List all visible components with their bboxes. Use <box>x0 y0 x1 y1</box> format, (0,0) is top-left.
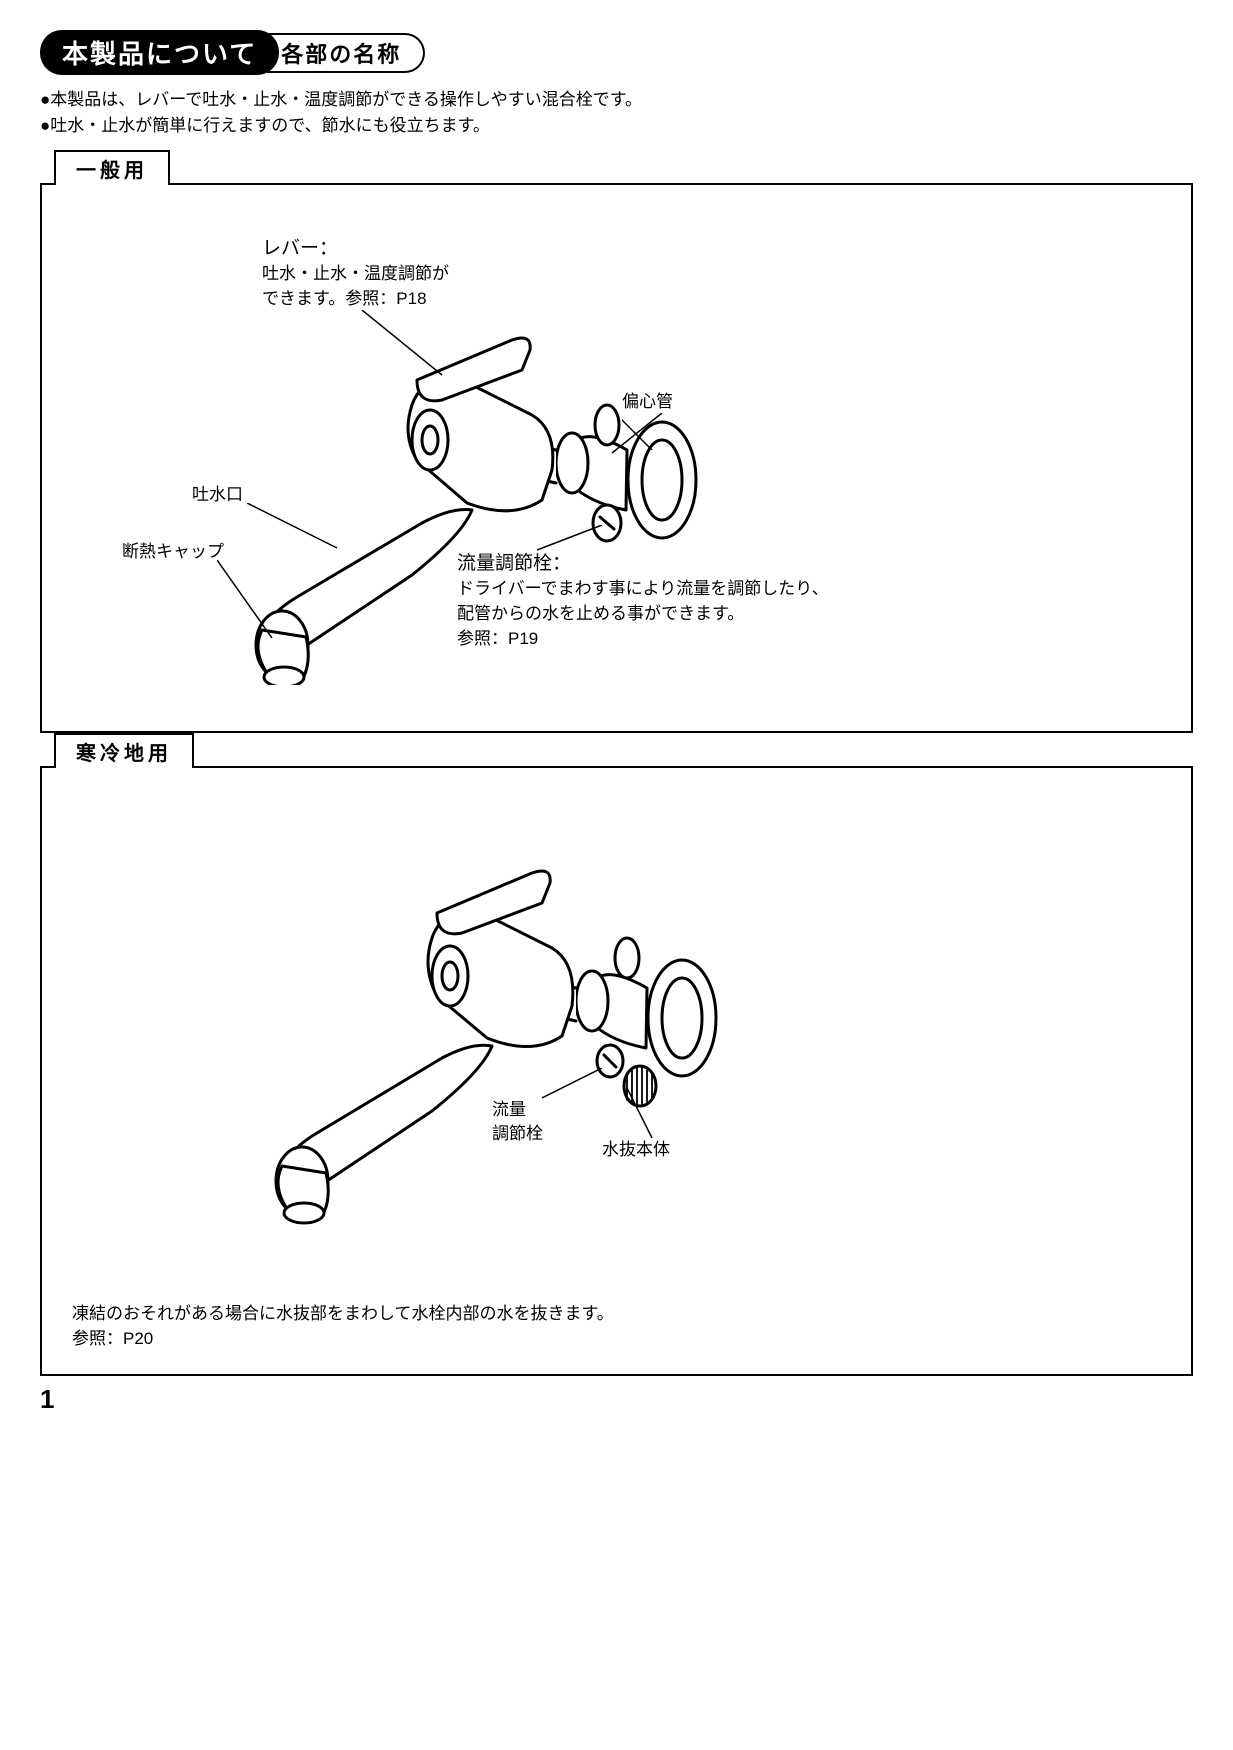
section2-footnote-l1: 凍結のおそれがある場合に水抜部をまわして水栓内部の水を抜きます。 <box>72 1302 1161 1327</box>
leader-drain-body <box>622 1088 662 1143</box>
page-number: 1 <box>40 1384 1193 1415</box>
main-title: 本製品について <box>40 30 279 75</box>
section2-box: 流量 調節栓 水抜本体 凍結のおそれがある場合に水抜部をまわして水栓内部の水を抜… <box>40 766 1193 1376</box>
label-flowvalve-desc1: ドライバーでまわす事により流量を調節したり、 <box>457 577 829 602</box>
section1-box: レバー： 吐水・止水・温度調節が できます。参照：P18 偏心管 吐水口 断熱キ… <box>40 183 1193 733</box>
section2-footnote-l2: 参照：P20 <box>72 1327 1161 1352</box>
label-flow-valve-s2: 流量 調節栓 <box>492 1098 543 1147</box>
intro-line-1: ●本製品は、レバーで吐水・止水・温度調節ができる操作しやすい混合栓です。 <box>40 87 1193 113</box>
intro-line-2: ●吐水・止水が簡単に行えますので、節水にも役立ちます。 <box>40 113 1193 139</box>
subtitle: 各部の名称 <box>267 33 425 73</box>
section2-tab: 寒冷地用 <box>54 733 194 768</box>
label-flow-valve-s2-l2: 調節栓 <box>492 1122 543 1147</box>
leader-eccentric-line <box>607 413 667 463</box>
leader-flow-valve-s2 <box>542 1068 612 1103</box>
label-lever-desc1: 吐水・止水・温度調節が <box>262 262 449 287</box>
leader-spout <box>247 503 347 563</box>
page-header: 本製品について 各部の名称 <box>40 30 1193 75</box>
label-flowvalve-desc2: 配管からの水を止める事ができます。 <box>457 602 829 627</box>
label-flowvalve-title: 流量調節栓： <box>457 550 829 578</box>
label-flow-valve-s2-l1: 流量 <box>492 1098 543 1123</box>
section1-diagram: レバー： 吐水・止水・温度調節が できます。参照：P18 偏心管 吐水口 断熱キ… <box>62 195 1171 701</box>
section2-footnote: 凍結のおそれがある場合に水抜部をまわして水栓内部の水を抜きます。 参照：P20 <box>72 1302 1161 1351</box>
leader-flowvalve <box>532 525 612 555</box>
label-spout: 吐水口 <box>192 483 243 508</box>
label-heatcap: 断熱キャップ <box>122 540 224 565</box>
faucet-cold-region-illustration <box>232 808 752 1238</box>
label-flowvalve-desc3: 参照：P19 <box>457 627 829 652</box>
label-lever-title: レバー： <box>262 235 449 263</box>
label-lever: レバー： 吐水・止水・温度調節が できます。参照：P18 <box>262 235 449 312</box>
section2-diagram: 流量 調節栓 水抜本体 凍結のおそれがある場合に水抜部をまわして水栓内部の水を抜… <box>62 778 1171 1344</box>
leader-lever <box>352 310 452 390</box>
label-lever-desc2: できます。参照：P18 <box>262 287 449 312</box>
label-flowvalve: 流量調節栓： ドライバーでまわす事により流量を調節したり、 配管からの水を止める… <box>457 550 829 651</box>
section1-tab: 一般用 <box>54 150 170 185</box>
leader-heatcap <box>217 560 297 650</box>
intro-text: ●本製品は、レバーで吐水・止水・温度調節ができる操作しやすい混合栓です。 ●吐水… <box>40 87 1193 140</box>
